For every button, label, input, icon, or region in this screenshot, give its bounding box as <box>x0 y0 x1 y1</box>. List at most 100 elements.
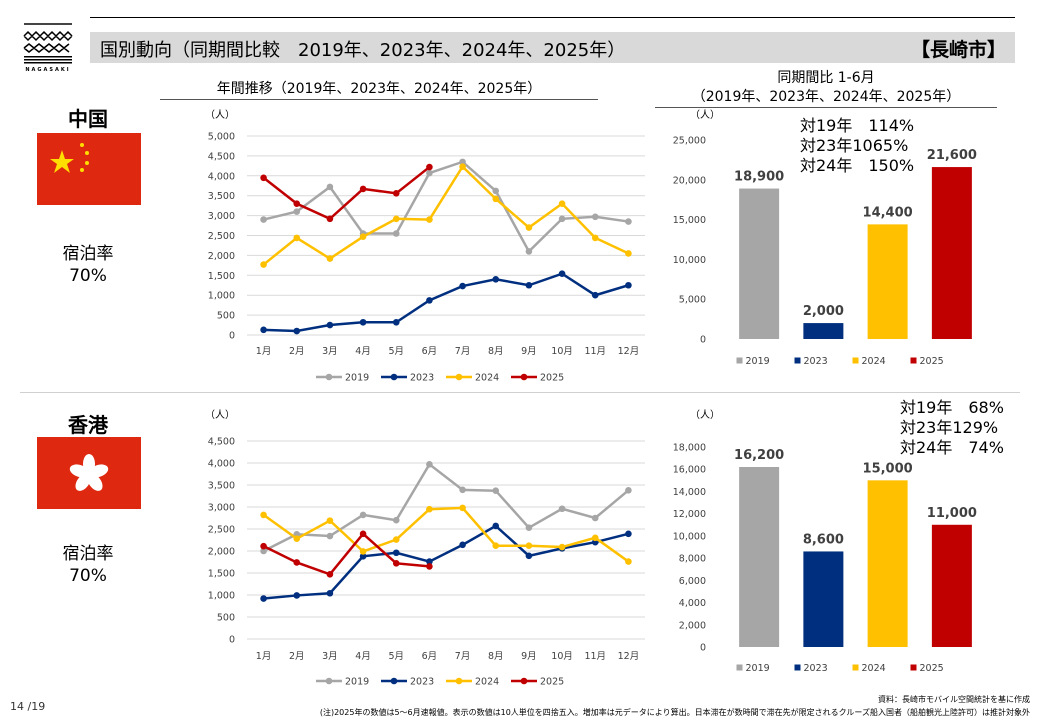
data-point-2025 <box>260 542 267 550</box>
data-point-2025 <box>326 215 334 223</box>
data-point-2024 <box>260 261 267 268</box>
data-label: 8,600 <box>803 532 844 547</box>
bar-2025 <box>931 167 972 339</box>
x-tick-label: 3月 <box>322 346 338 357</box>
legend-label: 2025 <box>920 356 944 367</box>
data-point-2024 <box>326 517 334 524</box>
data-label: 18,900 <box>734 170 784 185</box>
y-tick-label: 4,500 <box>208 151 235 162</box>
title-underline <box>160 99 598 100</box>
legend-label: 2023 <box>410 373 434 384</box>
series-line-2024 <box>262 164 629 266</box>
legend-label: 2019 <box>345 677 369 688</box>
data-point-2024 <box>525 224 533 231</box>
data-point-2023 <box>326 321 334 329</box>
y-tick-label: 3,500 <box>208 191 235 202</box>
bar-2024 <box>867 480 908 647</box>
y-tick-label: 2,500 <box>208 231 235 242</box>
stay-rate-label: 宿泊率 <box>62 244 114 264</box>
legend-swatch-2025 <box>910 664 917 671</box>
logo-text: NAGASAKI <box>25 67 70 72</box>
china-flag-icon <box>37 133 141 205</box>
legend-label: 2019 <box>746 356 770 367</box>
y-tick-label: 16,000 <box>673 465 706 476</box>
legend-swatch-2023 <box>794 357 801 364</box>
data-point-2019 <box>459 158 466 166</box>
y-tick-label: 3,000 <box>208 211 235 222</box>
legend-swatch-2025 <box>910 357 917 364</box>
data-point-2019 <box>625 486 632 494</box>
data-point-2023 <box>260 326 267 334</box>
data-point-2024 <box>492 195 500 203</box>
data-point-2023 <box>392 318 400 326</box>
data-point-2025 <box>359 185 367 193</box>
data-point-2024 <box>392 215 400 223</box>
data-point-2023 <box>426 297 433 304</box>
data-point-2019 <box>591 213 599 221</box>
y-tick-label: 10,000 <box>673 255 706 266</box>
line-chart-title: 年間推移（2019年、2023年、2024年、2025年） <box>216 81 542 97</box>
series-line-2025 <box>262 166 431 221</box>
legend-label: 2023 <box>804 663 828 674</box>
legend-marker-2023 <box>390 373 398 381</box>
data-point-2024 <box>260 511 267 519</box>
data-point-2024 <box>293 535 301 542</box>
data-point-2024 <box>359 233 367 240</box>
y-tick-label: 4,000 <box>208 171 235 182</box>
data-point-2019 <box>392 230 400 237</box>
data-point-2019 <box>326 532 334 540</box>
data-point-2024 <box>625 250 632 257</box>
legend-marker-2024 <box>455 677 463 685</box>
x-tick-label: 11月 <box>584 346 606 357</box>
legend-marker-2023 <box>390 677 398 685</box>
legend-swatch-2024 <box>852 357 859 364</box>
data-point-2023 <box>459 541 466 549</box>
data-point-2024 <box>392 536 400 543</box>
y-tick-label: 1,000 <box>208 291 235 302</box>
y-tick-label: 18,000 <box>673 443 706 454</box>
legend-swatch-2019 <box>736 357 743 364</box>
y-tick-label: 0 <box>229 635 235 646</box>
x-tick-label: 8月 <box>488 651 504 662</box>
x-tick-label: 7月 <box>455 346 471 357</box>
y-axis-unit: （人） <box>205 109 235 121</box>
data-point-2019 <box>326 183 334 191</box>
data-point-2019 <box>260 547 267 555</box>
y-tick-label: 3,000 <box>208 503 235 514</box>
y-tick-label: 0 <box>700 335 706 346</box>
data-point-2019 <box>392 516 400 524</box>
stay-rate-value: 70% <box>69 266 107 286</box>
growth-annotations-hong-kong: 対19年 68% 対23年129% 対24年 74% <box>900 398 1004 458</box>
legend-swatch-2019 <box>736 664 743 671</box>
x-tick-label: 2月 <box>289 346 305 357</box>
title-underline <box>655 107 997 108</box>
data-point-2019 <box>293 208 301 215</box>
y-tick-label: 2,000 <box>679 620 706 631</box>
data-point-2024 <box>326 255 334 262</box>
x-tick-label: 4月 <box>355 651 371 662</box>
country-name-hong-kong: 香港 <box>68 413 108 437</box>
series-line-2025 <box>263 532 430 576</box>
y-axis-unit: （人） <box>690 109 720 121</box>
x-tick-label: 5月 <box>388 651 404 662</box>
series-line-2024 <box>262 506 630 563</box>
y-tick-label: 3,500 <box>208 481 235 492</box>
stay-rate-hong-kong: 宿泊率 70% <box>38 543 138 587</box>
y-tick-label: 2,500 <box>208 525 235 536</box>
data-point-2019 <box>558 215 566 223</box>
x-tick-label: 1月 <box>256 346 272 357</box>
data-label: 16,200 <box>734 448 784 463</box>
data-point-2024 <box>591 534 599 542</box>
legend-label: 2023 <box>410 677 434 688</box>
series-line-2019 <box>263 160 629 254</box>
bar-chart-title: 同期間比 1-6月 <box>777 70 875 86</box>
data-label: 2,000 <box>803 304 844 319</box>
data-point-2025 <box>359 530 367 538</box>
data-point-2019 <box>525 248 533 255</box>
legend-swatch-2023 <box>794 664 801 671</box>
stay-rate-label: 宿泊率 <box>62 544 114 564</box>
legend-label: 2024 <box>862 356 886 367</box>
legend-label: 2025 <box>540 677 564 688</box>
y-tick-label: 12,000 <box>673 509 706 520</box>
legend-label: 2019 <box>345 373 369 384</box>
